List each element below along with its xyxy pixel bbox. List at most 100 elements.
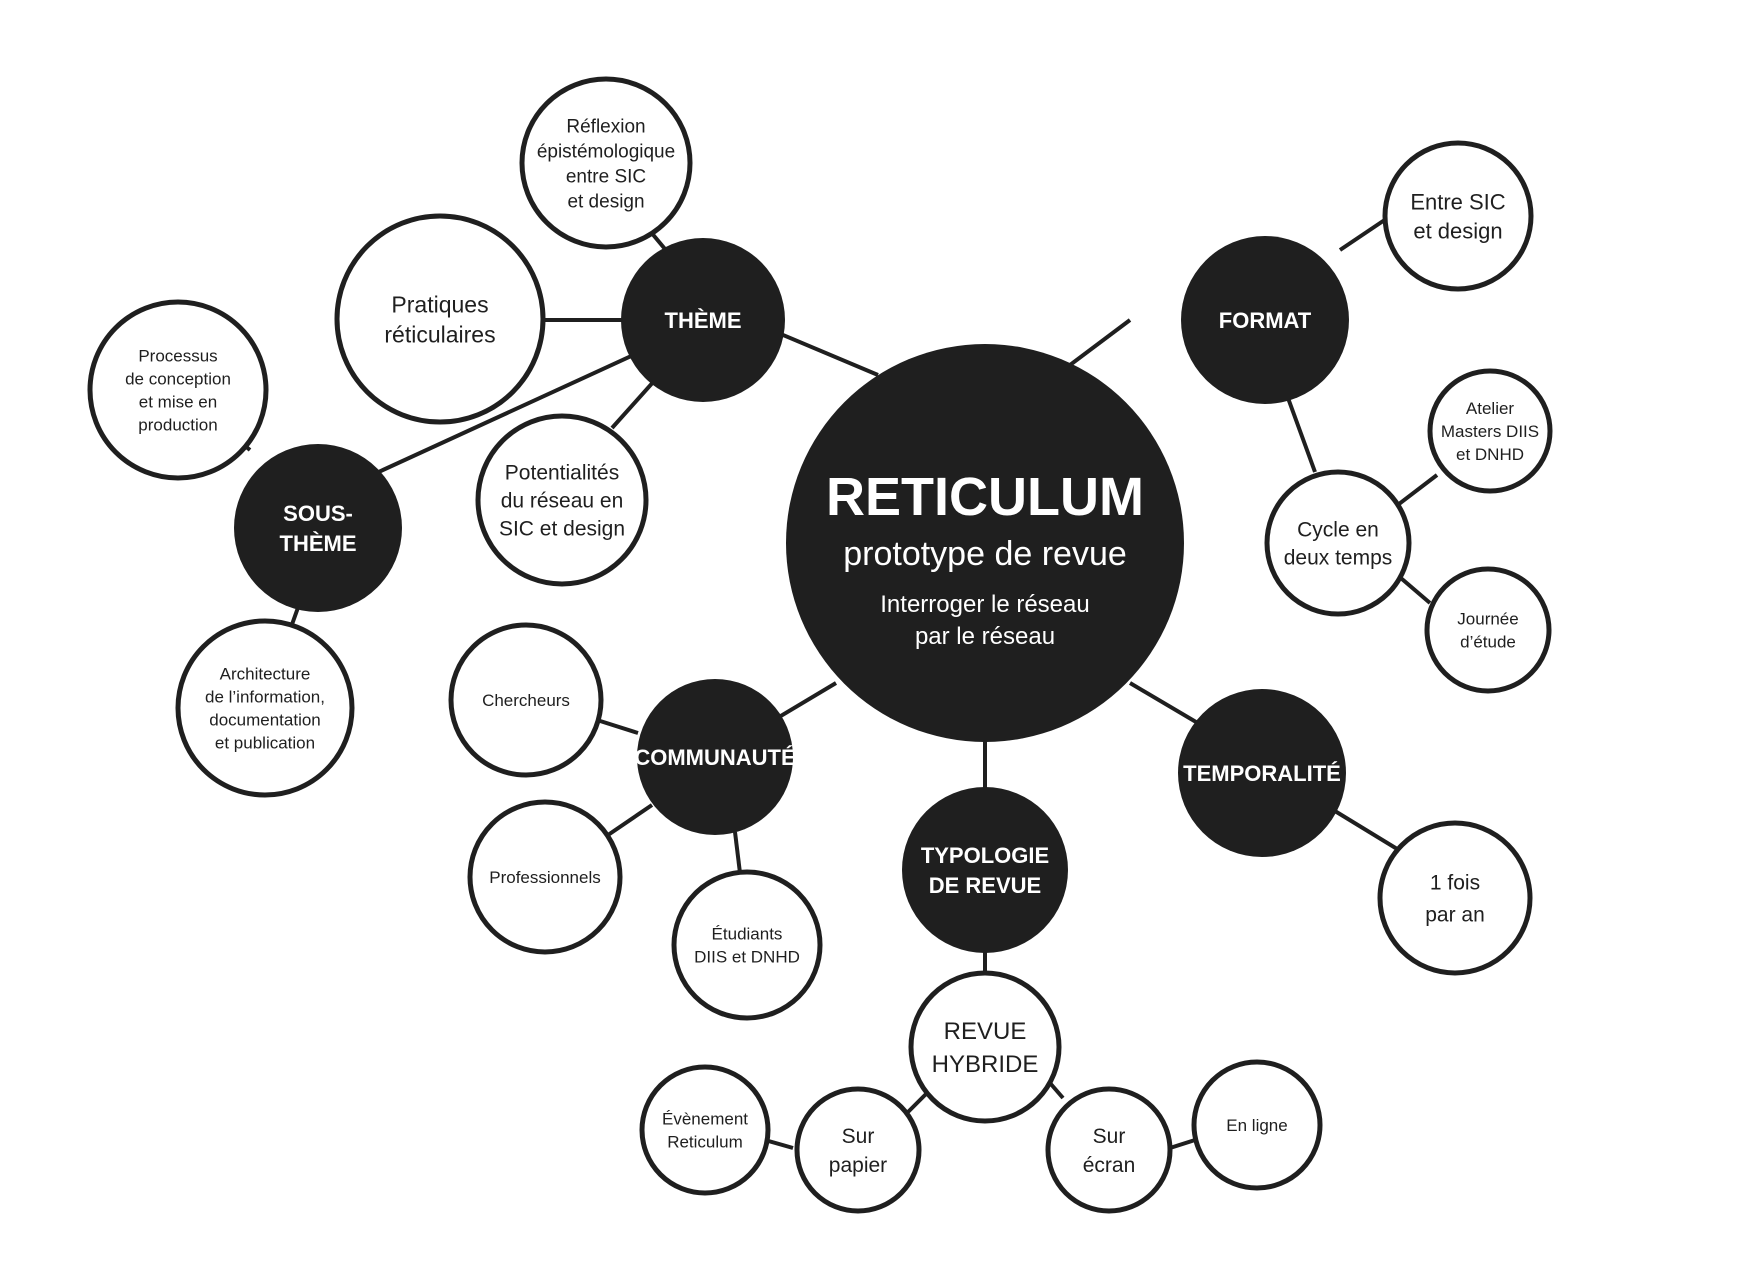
architecture-node-circle: [175, 618, 355, 798]
potentialites-node-circle: [475, 413, 649, 587]
temporalite-node: TEMPORALITÉ: [1178, 689, 1346, 857]
edge-surecran-enligne: [1169, 1138, 1196, 1150]
format-node-label-line-1: FORMAT: [1219, 308, 1312, 333]
communaute-node-circle: [637, 679, 793, 835]
etudiants-node-label-line-1: Étudiants: [712, 925, 783, 944]
revue-hybride-node-label-line-2: HYBRIDE: [932, 1051, 1039, 1078]
evenement-node-label-line-1: Évènement: [662, 1110, 748, 1129]
architecture-node-label-line-2: de l’information,: [205, 688, 325, 707]
center-subtitle: prototype de revue: [843, 535, 1127, 573]
pratiques-node-label-line-1: Pratiques: [391, 291, 488, 317]
entre-sic-node-circle: [1382, 140, 1534, 292]
typologie-node: TYPOLOGIE DE REVUE: [902, 787, 1068, 953]
professionnels-node-label-line-1: Professionnels: [489, 868, 601, 887]
revue-hybride-node: REVUE HYBRIDE: [908, 970, 1062, 1124]
journee-node-label-line-1: Journée: [1457, 610, 1518, 629]
une-fois-node-label-line-1: 1 fois: [1430, 872, 1480, 895]
etudiants-node-label-line-2: DIIS et DNHD: [694, 948, 800, 967]
une-fois-node: 1 fois par an: [1377, 820, 1533, 976]
architecture-node-label-line-3: documentation: [209, 711, 321, 730]
reflexion-node-circle: [519, 76, 693, 250]
center-node: RETICULUM prototype de revue Interroger …: [786, 344, 1184, 742]
communaute-node-label-line-1: COMMUNAUTÉ: [634, 745, 795, 770]
edge-theme-potentialites: [610, 378, 657, 430]
reflexion-node-label-line-1: Réflexion: [566, 116, 645, 137]
center-tagline-line-1: Interroger le réseau: [880, 591, 1089, 618]
typologie-node-label-line-2: DE REVUE: [929, 873, 1041, 898]
sur-papier-node-label-line-2: papier: [829, 1154, 887, 1177]
theme-node-circle: [621, 238, 785, 402]
cycle-node-label-line-2: deux temps: [1284, 547, 1393, 570]
une-fois-node-circle: [1377, 820, 1533, 976]
processus-node: Processus de conception et mise en producti…: [87, 299, 269, 481]
pratiques-node: Pratiques réticulaires: [334, 213, 546, 425]
professionnels-node-circle: [467, 799, 623, 955]
edge-surpapier-evenement: [764, 1138, 794, 1150]
edge-theme-soustheme: [371, 350, 641, 477]
pratiques-node-label-line-2: réticulaires: [384, 321, 495, 347]
processus-node-circle: [87, 299, 269, 481]
sur-ecran-node-circle: [1045, 1086, 1173, 1214]
potentialites-node-label-line-2: du réseau en: [501, 490, 624, 513]
evenement-node-label-line-2: Reticulum: [667, 1133, 743, 1152]
reflexion-node-label-line-2: épistémologique: [537, 141, 675, 162]
cycle-node: Cycle en deux temps: [1264, 469, 1412, 617]
center-title: RETICULUM: [826, 467, 1144, 527]
potentialites-node: Potentialités du réseau en SIC et design: [475, 413, 649, 587]
sur-papier-node: Sur papier: [794, 1086, 922, 1214]
chercheurs-node-label-line-1: Chercheurs: [482, 691, 570, 710]
edge-communaute-professionnels: [606, 803, 654, 837]
typologie-node-label-line-1: TYPOLOGIE: [921, 843, 1049, 868]
entre-sic-node-label-line-1: Entre SIC: [1410, 189, 1505, 214]
sur-ecran-node: Sur écran: [1045, 1086, 1173, 1214]
sur-ecran-node-label-line-2: écran: [1083, 1154, 1136, 1177]
center-tagline-line-2: par le réseau: [915, 623, 1055, 650]
entre-sic-node-label-line-2: et design: [1413, 218, 1502, 243]
architecture-node-label-line-4: et publication: [215, 734, 315, 753]
format-node: FORMAT: [1181, 236, 1349, 404]
sous-theme-node-label-line-2: THÈME: [280, 531, 357, 556]
theme-node: THÈME: [621, 238, 785, 402]
typologie-node-circle: [902, 787, 1068, 953]
une-fois-node-label-line-2: par an: [1425, 904, 1485, 927]
journee-node: Journée d’étude: [1424, 566, 1552, 694]
theme-node-label-line-1: THÈME: [665, 308, 742, 333]
edge-temporalite-unefois: [1328, 806, 1409, 857]
atelier-node-label-line-1: Atelier: [1466, 399, 1515, 418]
cycle-node-label-line-1: Cycle en: [1297, 519, 1379, 542]
etudiants-node: Étudiants DIIS et DNHD: [671, 869, 823, 1021]
atelier-node: Atelier Masters DIIS et DNHD: [1427, 368, 1553, 494]
format-node-circle: [1181, 236, 1349, 404]
sous-theme-node-circle: [234, 444, 402, 612]
revue-hybride-node-label-line-1: REVUE: [944, 1018, 1027, 1045]
en-ligne-node-label-line-1: En ligne: [1226, 1116, 1287, 1135]
reflexion-node: Réflexion épistémologique entre SIC et desi…: [519, 76, 693, 250]
revue-hybride-node-circle: [908, 970, 1062, 1124]
communaute-node: COMMUNAUTÉ: [634, 679, 796, 835]
edge-cycle-atelier: [1393, 473, 1439, 509]
sur-papier-node-circle: [794, 1086, 922, 1214]
sous-theme-node-label-line-1: SOUS-: [283, 501, 353, 526]
edge-communaute-etudiants: [733, 831, 742, 874]
architecture-node: Architecture de l’information, documentati…: [175, 618, 355, 798]
edge-revuehybride-surecran: [1048, 1081, 1065, 1100]
potentialites-node-label-line-3: SIC et design: [499, 518, 625, 541]
cycle-node-circle: [1264, 469, 1412, 617]
en-ligne-node-circle: [1191, 1059, 1323, 1191]
processus-node-label-line-4: production: [138, 416, 217, 435]
temporalite-node-circle: [1178, 689, 1346, 857]
pratiques-node-circle: [334, 213, 546, 425]
chercheurs-node: Chercheurs: [448, 622, 604, 778]
sur-papier-node-label-line-1: Sur: [842, 1125, 875, 1148]
processus-node-label-line-1: Processus: [138, 347, 217, 366]
etudiants-node-circle: [671, 869, 823, 1021]
atelier-node-label-line-3: et DNHD: [1456, 445, 1524, 464]
potentialites-node-label-line-1: Potentialités: [505, 462, 619, 485]
architecture-node-label-line-1: Architecture: [220, 665, 311, 684]
atelier-node-circle: [1427, 368, 1553, 494]
reflexion-node-label-line-3: entre SIC: [566, 166, 646, 187]
temporalite-node-label-line-1: TEMPORALITÉ: [1183, 761, 1341, 786]
processus-node-label-line-2: de conception: [125, 370, 231, 389]
evenement-node: Évènement Reticulum: [639, 1064, 771, 1196]
